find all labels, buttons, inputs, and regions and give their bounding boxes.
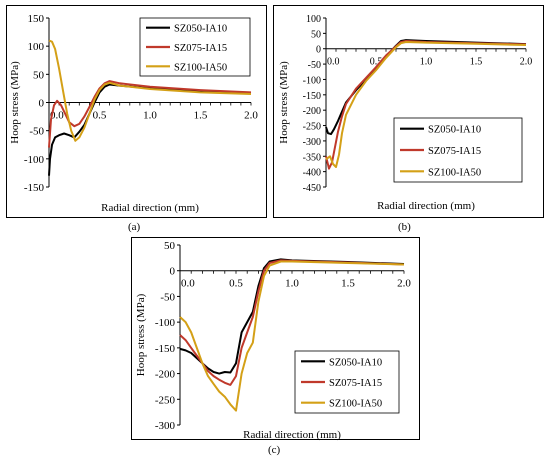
y-tick-label: 50: [311, 29, 321, 40]
x-axis-title: Radial direction (mm): [101, 202, 199, 214]
chart-panel-a: 150 100 50 0 -50 -100 -150 0.0 0.5 1.0 1.5 2.0 Hoop …: [6, 5, 267, 218]
x-tick-label: 0.5: [93, 110, 107, 122]
x-tick-label: 1.0: [420, 57, 433, 68]
y-tick-label: -150: [303, 91, 321, 102]
panel-label-a: (a): [128, 221, 141, 233]
legend-label: SZ100-IA50: [428, 167, 481, 178]
y-tick-label: -100: [303, 75, 321, 86]
y-tick-label: -200: [303, 106, 321, 117]
chart-c-svg: 50 0 -50 -100 -150 -200 -250 -300 0.0 0.5 1.0 1.5 2.…: [135, 240, 411, 441]
x-axis-title: Radial direction (mm): [243, 429, 341, 441]
series-line-sz100-ia50: [325, 41, 527, 168]
x-tick-label: 1.0: [143, 110, 157, 122]
series-line-sz075-ia15: [179, 259, 405, 386]
y-tick-label: 50: [164, 240, 176, 252]
y-tick-label: 150: [28, 13, 45, 25]
legend-label: SZ075-IA15: [428, 146, 481, 157]
legend-label: SZ100-IA50: [329, 399, 382, 410]
chart-a-svg: 150 100 50 0 -50 -100 -150 0.0 0.5 1.0 1.5 2.0 Hoop …: [9, 13, 258, 214]
chart-b-svg: 100 50 0 -50 -100 -150 -200 -250 -300 -350 -400 -45…: [278, 14, 533, 212]
x-tick-label: 0.5: [370, 57, 383, 68]
y-tick-label: -450: [303, 183, 321, 194]
y-axis-title: Hoop stress (MPa): [135, 293, 147, 376]
y-tick-label: -350: [303, 152, 321, 163]
legend-label: SZ050-IA10: [428, 125, 481, 136]
chart-panel-b: 100 50 0 -50 -100 -150 -200 -250 -300 -350 -400 -45…: [273, 5, 544, 218]
y-tick-label: -100: [24, 154, 45, 166]
x-tick-label: 1.5: [194, 110, 208, 122]
chart-panel-c: 50 0 -50 -100 -150 -200 -250 -300 0.0 0.5 1.0 1.5 2.…: [131, 237, 420, 441]
legend-label: SZ050-IA10: [174, 24, 227, 35]
series-line-sz100-ia50: [179, 260, 405, 412]
panel-label-c: (c): [268, 444, 281, 456]
x-tick-label: 2.0: [244, 110, 258, 122]
y-tick-label: -250: [303, 122, 321, 133]
legend-label: SZ050-IA10: [329, 357, 382, 368]
y-tick-label: -300: [155, 420, 176, 432]
x-tick-label: 0.0: [327, 57, 340, 68]
legend-label: SZ100-IA50: [174, 62, 227, 73]
y-tick-label: -50: [308, 60, 321, 71]
y-axis-title: Hoop stress (MPa): [278, 61, 290, 144]
y-tick-label: 100: [28, 41, 45, 53]
x-tick-label: 0.0: [50, 110, 64, 122]
y-tick-label: -400: [303, 168, 321, 179]
x-tick-label: 0.5: [229, 278, 243, 290]
y-tick-label: -300: [303, 137, 321, 148]
x-tick-label: 2.0: [397, 278, 411, 290]
x-tick-label: 1.5: [470, 57, 483, 68]
series-line-sz050-ia10: [48, 83, 252, 176]
y-tick-label: -250: [155, 394, 176, 406]
y-tick-label: -200: [155, 369, 176, 381]
panel-label-b: (b): [398, 221, 411, 233]
legend-label: SZ075-IA15: [329, 378, 382, 389]
x-tick-label: 1.0: [285, 278, 299, 290]
x-axis-title: Radial direction (mm): [377, 200, 475, 212]
legend-label: SZ075-IA15: [174, 43, 227, 54]
y-axis-title: Hoop stress (MPa): [9, 61, 21, 144]
y-tick-label: 0: [316, 45, 321, 56]
y-tick-label: -100: [155, 317, 176, 329]
x-tick-label: 2.0: [520, 57, 533, 68]
series-line-sz075-ia15: [48, 80, 252, 148]
y-tick-label: -50: [29, 126, 44, 138]
y-tick-label: -50: [160, 291, 175, 303]
y-tick-label: 100: [306, 14, 321, 25]
y-tick-label: 0: [170, 266, 176, 278]
y-tick-label: 50: [33, 69, 45, 81]
x-tick-label: 1.5: [341, 278, 355, 290]
x-tick-label: 0.0: [181, 278, 195, 290]
y-tick-label: -150: [155, 343, 176, 355]
y-tick-label: 0: [39, 98, 45, 110]
series-line-sz100-ia50: [48, 39, 252, 142]
y-tick-label: -150: [24, 182, 45, 194]
